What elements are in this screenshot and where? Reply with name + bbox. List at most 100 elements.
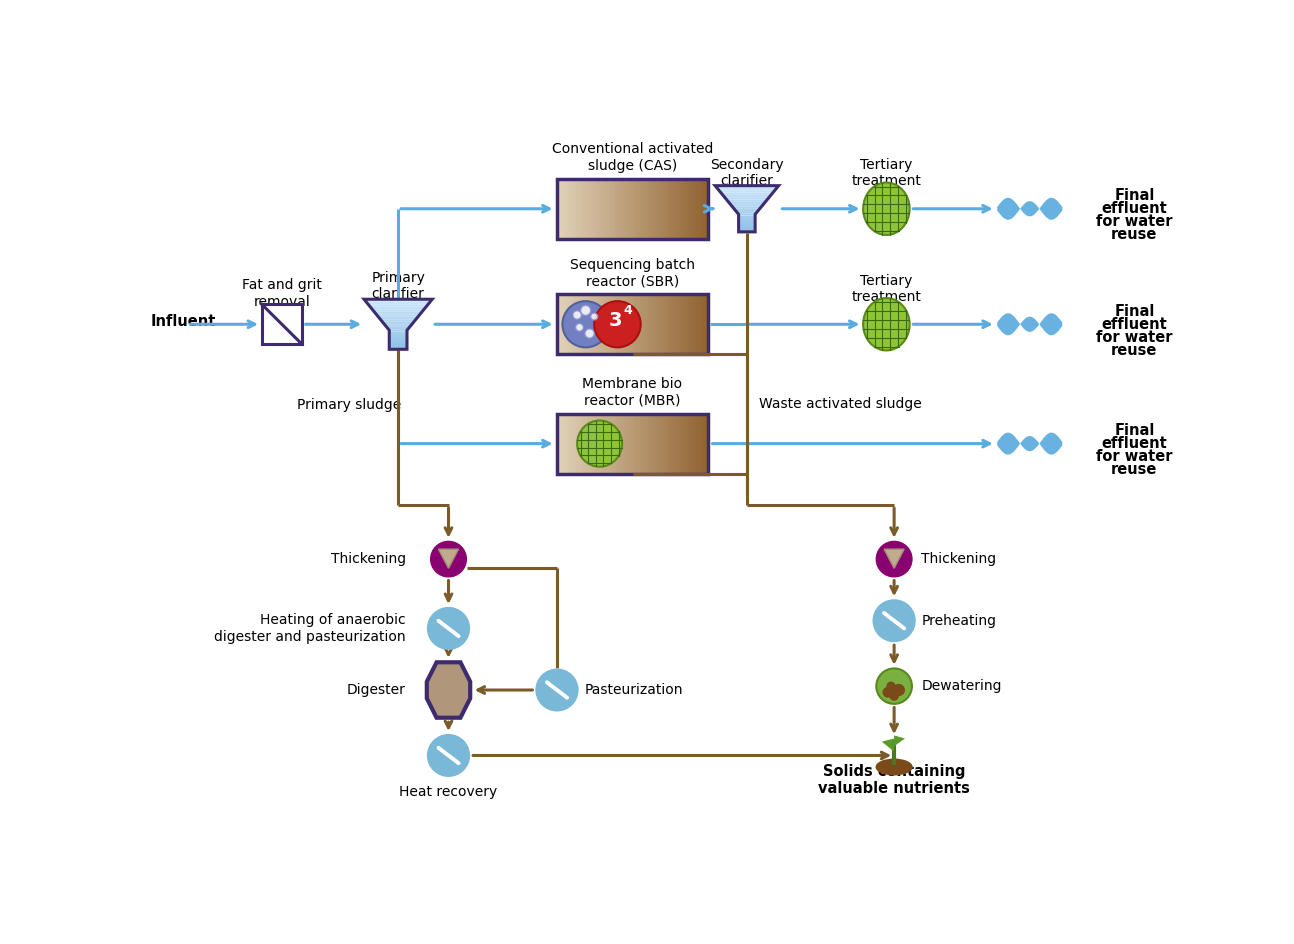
Circle shape [581,306,591,315]
Bar [655,295,659,354]
Bar [629,413,633,474]
Text: Pasteurization: Pasteurization [584,683,683,697]
Polygon shape [884,549,905,568]
Polygon shape [367,304,428,307]
Polygon shape [729,202,765,204]
Circle shape [585,329,594,338]
Bar [572,295,576,354]
Bar [602,413,606,474]
Bar [651,295,655,354]
Bar [700,413,704,474]
Polygon shape [998,313,1062,335]
Bar [580,413,584,474]
Ellipse shape [577,420,622,466]
Polygon shape [716,186,779,188]
Polygon shape [881,738,894,751]
Bar [595,295,599,354]
Text: Heat recovery: Heat recovery [400,784,498,799]
Polygon shape [384,324,411,327]
Polygon shape [377,314,421,317]
Bar [637,295,641,354]
Bar [556,413,560,474]
Polygon shape [739,229,756,232]
Bar [666,295,670,354]
Ellipse shape [427,734,470,776]
Text: for water: for water [1096,449,1172,464]
Bar [666,178,670,239]
Bar [584,178,587,239]
Bar [576,295,580,354]
Text: Heating of anaerobic
digester and pasteurization: Heating of anaerobic digester and pasteu… [215,614,406,644]
Ellipse shape [427,608,470,649]
Bar [568,178,572,239]
Text: 4: 4 [624,304,631,317]
Bar [696,295,700,354]
Bar [670,178,674,239]
Polygon shape [730,204,763,207]
Polygon shape [739,215,756,218]
Text: reuse: reuse [1112,343,1158,358]
Bar [704,178,708,239]
Bar [696,178,700,239]
Bar [682,178,686,239]
Ellipse shape [876,759,912,775]
Polygon shape [738,213,756,215]
Bar [651,178,655,239]
Polygon shape [387,327,410,329]
Text: Tertiary
treatment: Tertiary treatment [851,274,921,304]
Bar [591,413,595,474]
Bar [696,413,700,474]
Bar [641,295,644,354]
Bar [609,295,613,354]
Bar [595,178,599,239]
Bar [663,295,666,354]
Bar [659,178,663,239]
Bar [629,295,633,354]
Bar [568,295,572,354]
Circle shape [573,311,581,319]
Text: effluent: effluent [1101,436,1167,451]
Bar [700,295,704,354]
Bar [584,413,587,474]
Circle shape [893,683,905,696]
Polygon shape [439,549,458,568]
Polygon shape [894,735,905,746]
Ellipse shape [863,298,910,350]
Bar [599,178,602,239]
Text: Waste activated sludge: Waste activated sludge [758,396,921,411]
Bar [655,413,659,474]
Circle shape [563,301,609,347]
Bar [587,178,591,239]
Bar [682,295,686,354]
Bar [599,295,602,354]
Polygon shape [739,218,756,220]
Bar [674,178,678,239]
Polygon shape [364,299,432,302]
Bar [704,295,708,354]
Bar [686,295,690,354]
Ellipse shape [876,668,912,704]
Bar [637,178,641,239]
Bar [621,413,625,474]
Polygon shape [732,207,762,209]
Bar [633,295,637,354]
Bar [617,178,621,239]
Bar [606,413,609,474]
Bar [641,413,644,474]
Polygon shape [722,194,771,197]
Bar [609,413,613,474]
Ellipse shape [876,542,912,577]
Polygon shape [427,663,470,717]
Bar [587,413,591,474]
Bar [670,413,674,474]
Polygon shape [370,307,426,310]
Bar [617,295,621,354]
Text: effluent: effluent [1101,317,1167,331]
Text: for water: for water [1096,214,1172,229]
Bar [602,178,606,239]
Bar [678,413,682,474]
Bar [704,413,708,474]
Bar [556,178,560,239]
Bar [599,413,602,474]
Circle shape [594,301,641,347]
